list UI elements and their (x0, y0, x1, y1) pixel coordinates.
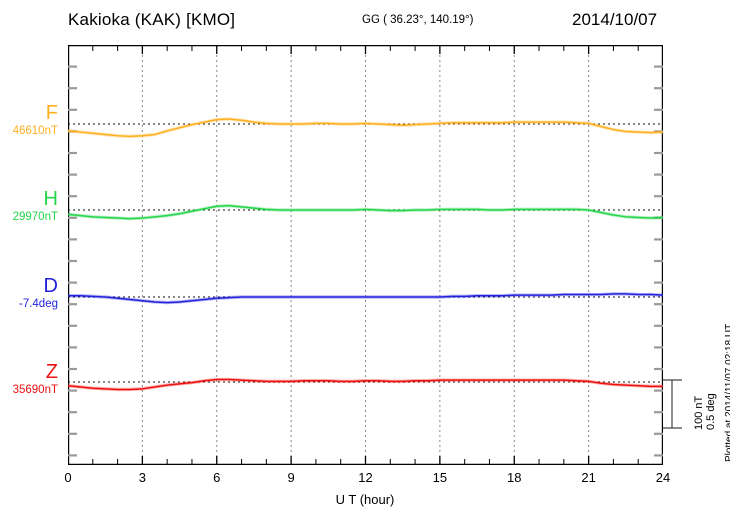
component-letter-f: F (45, 102, 58, 124)
x-tick-label-3: 3 (138, 470, 146, 485)
plotted-at-timestamp: Plotted at 2014/11/07 02:18 UT (724, 323, 730, 462)
component-label-f: F 46610nT (13, 103, 58, 138)
trace-d (68, 293, 663, 304)
scale-bar (663, 379, 682, 429)
component-label-z: Z 35690nT (13, 362, 58, 397)
magnetogram-svg (68, 45, 663, 465)
x-axis-title: U T (hour) (335, 492, 395, 507)
x-tick-label-0: 0 (64, 470, 72, 485)
trace-h (68, 204, 663, 220)
component-letter-z: Z (45, 361, 58, 383)
observation-date: 2014/10/07 (572, 10, 658, 29)
component-letter-d: D (43, 275, 58, 297)
component-baseline-h: 29970nT (12, 211, 58, 223)
component-baselines (68, 123, 663, 383)
trace-f (68, 118, 663, 138)
component-label-h: H 29970nT (13, 189, 58, 224)
plot-area (68, 45, 663, 465)
component-label-d: D -7.4deg (19, 276, 58, 311)
x-tick-label-6: 6 (213, 470, 221, 485)
trace-z (68, 378, 663, 391)
scale-bar-deg-label: 0.5 deg (705, 393, 717, 430)
x-tick-label-12: 12 (358, 470, 373, 485)
component-baseline-d: -7.4deg (18, 298, 58, 310)
component-baseline-f: 46610nT (12, 125, 58, 137)
x-tick-label-18: 18 (507, 470, 522, 485)
gridlines (141, 45, 590, 465)
x-tick-label-21: 21 (581, 470, 596, 485)
x-tick-label-9: 9 (287, 470, 295, 485)
geographic-coordinates: GG ( 36.23°, 140.19°) (362, 14, 474, 26)
page-title: Kakioka (KAK) [KMO] (68, 10, 236, 29)
scale-bar-nt-label: 100 nT (693, 395, 705, 430)
data-traces (68, 117, 663, 392)
component-baseline-z: 35690nT (12, 384, 58, 396)
axis-ticks (68, 45, 663, 465)
component-letter-h: H (43, 188, 58, 210)
x-tick-label-24: 24 (655, 470, 671, 485)
x-tick-label-15: 15 (432, 470, 448, 485)
